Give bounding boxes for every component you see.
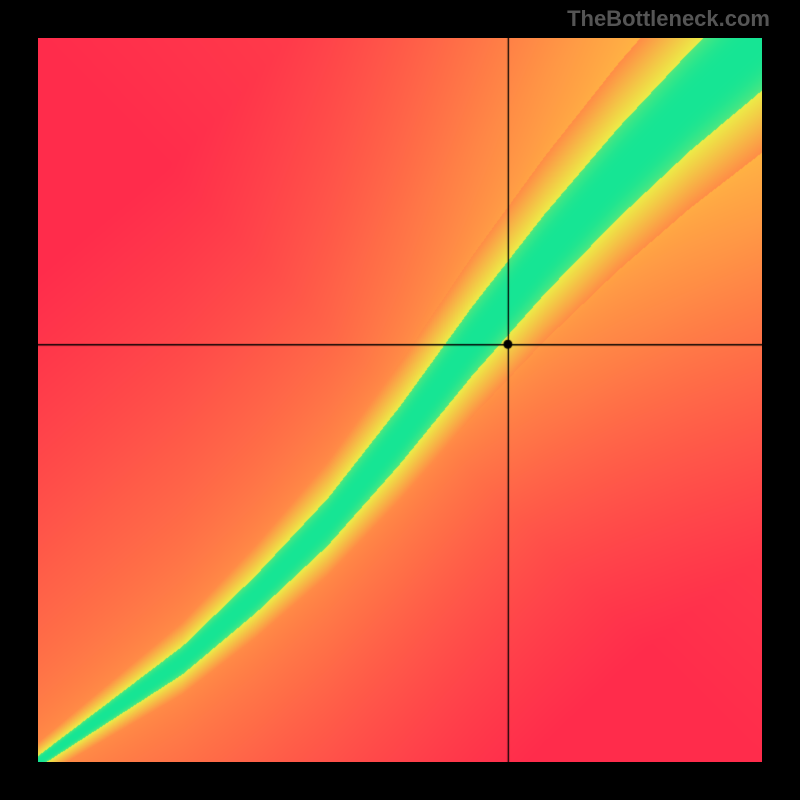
plot-area: [38, 38, 762, 762]
watermark-text: TheBottleneck.com: [567, 6, 770, 32]
heatmap-canvas: [38, 38, 762, 762]
